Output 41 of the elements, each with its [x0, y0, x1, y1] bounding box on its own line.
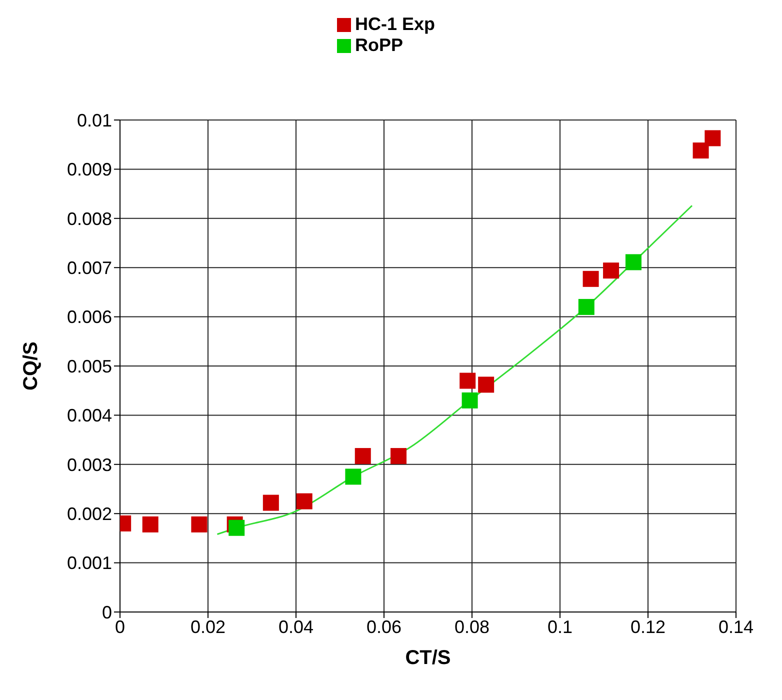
point: [462, 392, 478, 408]
y-tick-label: 0: [102, 602, 112, 622]
y-tick-label: 0.004: [66, 406, 112, 426]
legend-label: RoPP: [354, 35, 403, 55]
point: [390, 448, 407, 464]
y-axis-title: CQ/S: [20, 342, 42, 390]
y-tick-label: 0.008: [66, 208, 112, 229]
x-tick-label: 0.04: [278, 616, 314, 637]
x-axis-title: CT/S: [405, 647, 451, 669]
x-tick-label: 0.12: [630, 616, 666, 637]
point: [704, 130, 721, 146]
point: [345, 468, 362, 485]
point: [262, 494, 279, 511]
y-tick-label: 0.007: [66, 258, 112, 278]
legend-label: HC-1 Exp: [354, 14, 435, 34]
x-tick-label: 0.06: [366, 616, 402, 637]
line-series: [216, 204, 693, 536]
point: [625, 254, 642, 270]
y-tick-label: 0.002: [66, 504, 112, 524]
y-tick-label: 0.01: [76, 110, 112, 130]
x-tick-label: 0.02: [190, 616, 226, 637]
point: [354, 448, 371, 464]
point: [460, 372, 476, 389]
point: [142, 516, 158, 532]
y-tick-label: 0.003: [66, 454, 112, 475]
y-tick-label: 0.006: [66, 307, 112, 328]
point: [228, 520, 245, 536]
x-tick-label: 0: [114, 616, 126, 637]
point: [478, 376, 494, 393]
point: [603, 262, 620, 279]
y-tick-label: 0.009: [66, 160, 112, 180]
y-tick-label: 0.005: [66, 356, 112, 376]
point: [582, 270, 599, 287]
x-tick-label: 0.08: [454, 616, 490, 637]
x-tick-label: 0.1: [547, 616, 573, 637]
point: [692, 142, 709, 159]
point: [296, 493, 312, 510]
x-tick-label: 0.14: [718, 616, 754, 637]
point: [578, 298, 594, 315]
point: [191, 516, 208, 532]
y-tick-label: 0.001: [66, 553, 112, 574]
